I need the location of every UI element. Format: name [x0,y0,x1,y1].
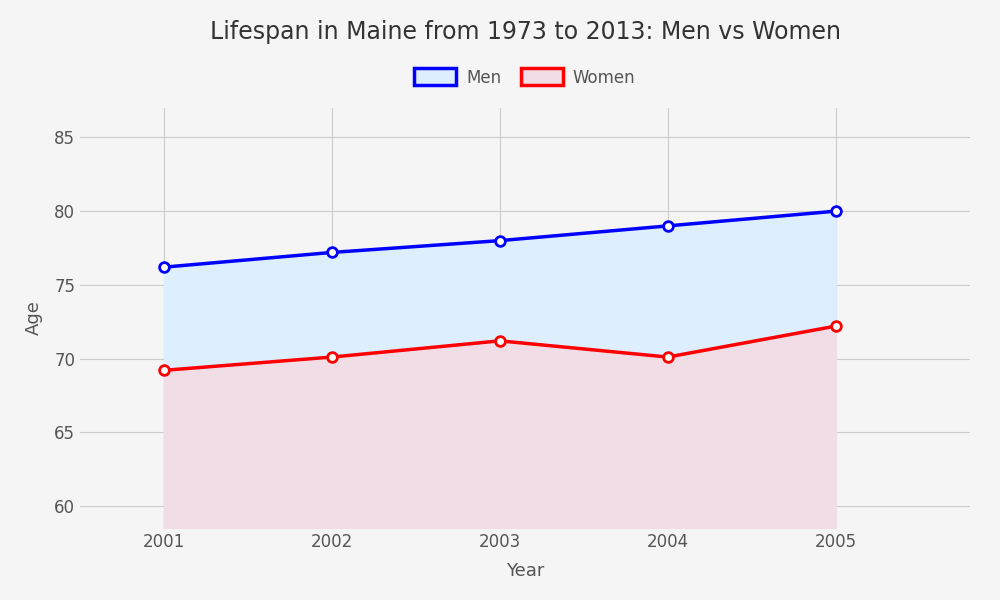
Y-axis label: Age: Age [25,301,43,335]
X-axis label: Year: Year [506,562,544,580]
Legend: Men, Women: Men, Women [408,62,642,93]
Title: Lifespan in Maine from 1973 to 2013: Men vs Women: Lifespan in Maine from 1973 to 2013: Men… [210,20,840,44]
